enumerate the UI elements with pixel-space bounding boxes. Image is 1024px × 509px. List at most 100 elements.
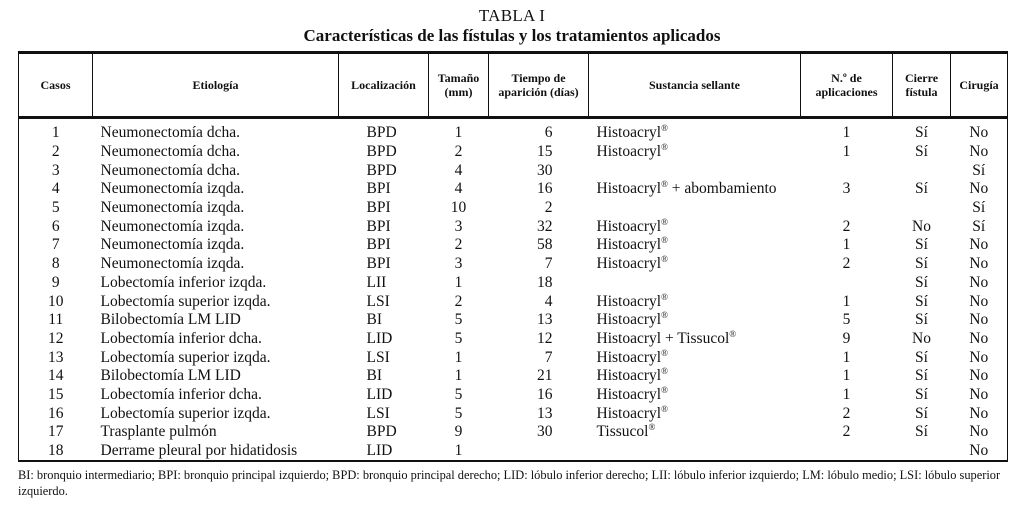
cell-caso: 4 [18, 180, 93, 199]
cell-caso: 10 [18, 292, 93, 311]
cell-cirugia: Sí [950, 161, 1008, 181]
cell-cirugia: No [950, 385, 1008, 405]
table-row: 10 Lobectomía superior izqda. LSI 2 4 Histoac… [18, 292, 1008, 311]
cell-cierre: Sí [915, 292, 928, 310]
cell-caso: 3 [18, 161, 93, 181]
registered-mark: ® [661, 384, 668, 395]
cell-tiempo: 13 [537, 311, 553, 329]
cell-aplicaciones [800, 441, 893, 463]
header-aplicaciones: N.º de aplicaciones [800, 51, 893, 119]
cell-localizacion: BI [366, 311, 383, 329]
header-row: Casos Etiología Localización Tamaño (mm)… [18, 51, 1008, 119]
cell-tamano: 1 [428, 441, 489, 463]
sustancia-text: Histoacryl [596, 367, 662, 385]
cell-localizacion: BPI [366, 255, 391, 273]
table-row: 18 Derrame pleural por hidatidosis LID 1 No [18, 441, 1008, 463]
table-row: 15 Lobectomía inferior dcha. LID 5 16 Histoac… [18, 384, 1008, 405]
sustancia-text: Tissucol [596, 423, 649, 441]
cell-tamano: 4 [454, 161, 463, 179]
cell-etiologia: Lobectomía superior izqda. [100, 404, 271, 422]
registered-mark: ® [661, 142, 668, 153]
cell-cirugia: No [950, 180, 1008, 199]
cell-cierre: Sí [915, 423, 928, 441]
cell-cirugia: No [950, 117, 1008, 143]
header-etiologia: Etiología [92, 51, 339, 119]
cell-tamano: 3 [454, 255, 463, 273]
cell-sustancia: Histoacryl® + abombamiento [589, 180, 801, 199]
cell-tiempo: 58 [537, 236, 553, 254]
cell-cierre: Sí [915, 404, 928, 422]
table-row: 16 Lobectomía superior izqda. LSI 5 13 Histoa… [18, 404, 1008, 423]
cell-tiempo: 32 [537, 217, 553, 235]
cell-tiempo: 7 [544, 348, 553, 366]
cell-aplicaciones: 1 [842, 124, 851, 142]
cell-tiempo: 13 [537, 404, 553, 422]
cell-tamano: 3 [454, 217, 463, 235]
cell-tamano: 5 [454, 329, 463, 347]
table-row: 11 Bilobectomía LM LID BI 5 13 Histoacryl® 5 Sí… [18, 310, 1008, 330]
table-row: 12 Lobectomía inferior dcha. LID 5 12 Histoac… [18, 328, 1008, 349]
table-row: 13 Lobectomía superior izqda. LSI 1 7 Histoac… [18, 348, 1008, 367]
registered-mark: ® [661, 347, 668, 358]
cell-cierre: Sí [915, 385, 928, 403]
cell-sustancia: Histoacryl® [589, 311, 801, 330]
cell-localizacion: BPD [366, 423, 397, 441]
cell-etiologia: Neumonectomía izqda. [100, 180, 245, 198]
registered-mark: ® [661, 179, 668, 190]
cell-tiempo: 18 [537, 273, 553, 291]
cell-cierre: Sí [915, 180, 928, 198]
cell-sustancia: Histoacryl® [589, 236, 801, 255]
sustancia-text: Histoacryl [596, 236, 662, 254]
registered-mark: ® [661, 123, 668, 134]
cell-tiempo: 12 [537, 329, 553, 347]
cell-etiologia: Lobectomía inferior dcha. [100, 385, 262, 403]
cell-localizacion: BPI [366, 180, 391, 198]
cell-cierre: Sí [915, 348, 928, 366]
cell-cierre [892, 441, 951, 463]
footnote: BI: bronquio intermediario; BPI: bronqui… [18, 468, 1001, 498]
registered-mark: ® [729, 328, 737, 339]
cell-localizacion: LID [338, 441, 429, 463]
cell-tamano: 10 [450, 199, 467, 217]
cell-caso: 12 [18, 329, 93, 349]
cell-sustancia: Histoacryl® [589, 348, 801, 367]
registered-mark: ® [648, 422, 656, 433]
sustancia-text: Histoacryl [596, 311, 662, 329]
cell-caso: 1 [18, 117, 93, 143]
cell-tamano: 2 [454, 143, 463, 161]
cell-cirugia: No [950, 142, 1008, 162]
cell-caso: 18 [18, 441, 93, 463]
cell-caso: 8 [18, 254, 93, 274]
table-row: 2 Neumonectomía dcha. BPD 2 15 Histoacryl® 1 Sí… [18, 142, 1008, 162]
cell-sustancia: Histoacryl® [589, 384, 801, 405]
cell-tamano: 5 [454, 311, 463, 329]
cell-etiologia: Lobectomía inferior izqda. [100, 273, 267, 291]
cell-cirugia: No [950, 404, 1008, 423]
cell-cierre: Sí [915, 236, 928, 254]
cell-cirugia: No [950, 310, 1008, 330]
cell-localizacion: BPD [366, 143, 397, 161]
table-row: 8 Neumonectomía izqda. BPI 3 7 Histoacryl® 2 Sí… [18, 254, 1008, 274]
cell-sustancia: Histoacryl® [589, 255, 801, 274]
cell-tamano: 2 [454, 236, 463, 254]
cell-tiempo: 16 [537, 385, 553, 403]
table-row: 5 Neumonectomía izqda. BPI 10 2 Sí [18, 198, 1008, 218]
cell-caso: 15 [18, 385, 93, 405]
cell-sustancia: Tissucol® [589, 423, 801, 442]
cell-cierre: No [912, 329, 931, 347]
sustancia-text: Histoacryl [596, 255, 662, 273]
cell-cirugia: No [950, 254, 1008, 274]
cell-caso: 5 [18, 198, 93, 218]
cell-cierre [893, 199, 951, 218]
cell-aplicaciones [801, 274, 893, 293]
cell-localizacion: BPI [366, 236, 391, 254]
cell-tamano: 4 [454, 180, 463, 198]
registered-mark: ® [661, 216, 668, 227]
registered-mark: ® [661, 235, 668, 246]
cell-aplicaciones: 2 [842, 217, 851, 235]
cell-etiologia: Neumonectomía dcha. [100, 161, 240, 179]
cell-tiempo: 30 [537, 423, 553, 441]
cell-etiologia: Derrame pleural por hidatidosis [92, 441, 339, 463]
sustancia-text: Histoacryl [596, 143, 662, 161]
sustancia-text: Histoacryl [596, 292, 662, 310]
